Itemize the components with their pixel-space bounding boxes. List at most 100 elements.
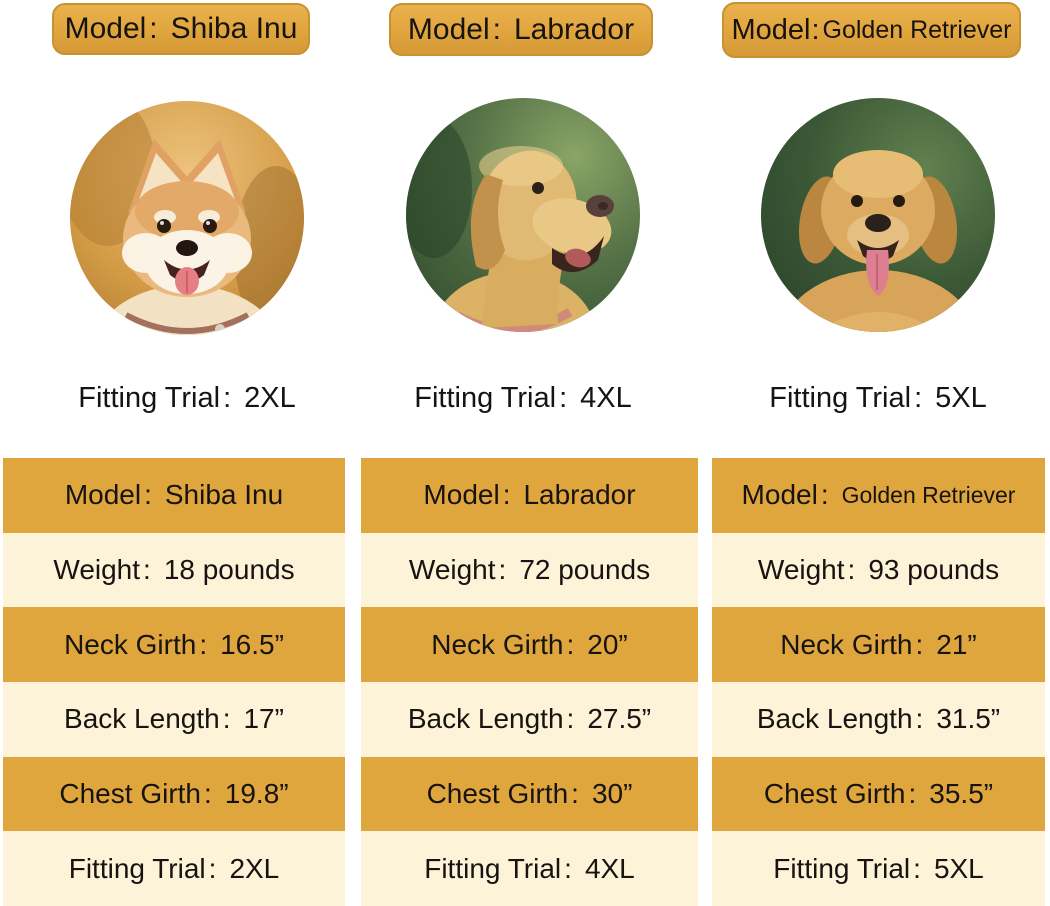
caption-colon: : (914, 381, 923, 414)
size-table-shiba-inu: Model: Shiba Inu Weight:18 pounds Neck Gi… (3, 458, 345, 906)
row-value: 18 pounds (163, 554, 295, 585)
table-row-back-length: Back Length:27.5” (361, 682, 698, 757)
row-value: 31.5” (936, 703, 1001, 735)
row-colon: : (199, 628, 208, 660)
table-row-model: Model: Shiba Inu (3, 458, 345, 533)
table-row-neck-girth: Neck Girth:20” (361, 607, 698, 683)
caption-label: Fitting Trial (78, 381, 221, 414)
caption-label: Fitting Trial (769, 381, 912, 414)
row-label: Fitting Trial (424, 852, 562, 884)
row-label: Back Length (756, 703, 913, 735)
row-colon: : (498, 554, 507, 585)
badge-colon: : (811, 13, 820, 46)
table-row-chest-girth: Chest Girth:19.8” (3, 756, 345, 832)
row-colon: : (571, 778, 579, 810)
table-row-back-length: Back Length:17” (3, 682, 345, 757)
labrador-illustration (406, 98, 640, 332)
model-badge-golden-retriever: Model: Golden Retriever (722, 2, 1021, 58)
size-table-labrador: Model: Labrador Weight:72 pounds Neck Gir… (361, 458, 698, 906)
fitting-trial-caption-shiba-inu: Fitting Trial:2XL (17, 377, 357, 419)
table-row-model: Model: Labrador (361, 458, 698, 533)
row-label: Model (741, 479, 818, 511)
row-label: Fitting Trial (68, 852, 206, 884)
table-row-fitting-trial: Fitting Trial:2XL (3, 831, 345, 906)
row-label: Model (423, 479, 500, 511)
row-label: Fitting Trial (773, 852, 911, 884)
row-colon: : (208, 852, 217, 884)
row-value: 93 pounds (868, 554, 1000, 585)
fitting-trial-caption-golden-retriever: Fitting Trial:5XL (708, 377, 1048, 419)
row-colon: : (847, 554, 856, 585)
row-label: Back Length (64, 703, 220, 735)
caption-value: 5XL (935, 381, 987, 414)
row-label: Back Length (407, 703, 564, 735)
row-label: Model (64, 479, 142, 511)
caption-colon: : (223, 381, 232, 414)
table-row-weight: Weight:18 pounds (3, 532, 345, 608)
row-colon: : (566, 628, 575, 660)
row-value: 17” (243, 703, 284, 735)
shiba-inu-photo (70, 101, 304, 335)
badge-value: Labrador (513, 12, 635, 46)
row-label: Neck Girth (431, 628, 564, 660)
model-badge-labrador: Model: Labrador (389, 3, 653, 56)
model-badge-shiba-inu: Model: Shiba Inu (52, 3, 310, 55)
row-value: 27.5” (587, 703, 652, 735)
labrador-photo (406, 98, 640, 332)
fitting-trial-caption-labrador: Fitting Trial:4XL (353, 377, 693, 419)
row-value: Golden Retriever (841, 481, 1016, 508)
badge-colon: : (492, 12, 501, 46)
row-value: 19.8” (224, 778, 289, 810)
row-value: 35.5” (929, 778, 994, 810)
row-value: 21” (936, 628, 977, 660)
row-colon: : (913, 852, 921, 884)
row-label: Chest Girth (426, 778, 569, 810)
row-colon: : (564, 852, 572, 884)
row-colon: : (915, 703, 924, 735)
row-value: 16.5” (220, 628, 284, 660)
golden-retriever-illustration (761, 98, 995, 332)
row-colon: : (915, 628, 924, 660)
badge-value: Shiba Inu (170, 12, 298, 45)
row-value: 30” (591, 778, 633, 810)
row-label: Weight (408, 554, 496, 585)
table-row-weight: Weight:93 pounds (712, 532, 1045, 608)
caption-value: 4XL (580, 381, 632, 414)
caption-label: Fitting Trial (414, 381, 557, 414)
row-colon: : (502, 479, 511, 511)
caption-colon: : (559, 381, 568, 414)
shiba-inu-illustration (70, 101, 304, 335)
row-value: 2XL (229, 852, 280, 884)
row-label: Weight (53, 554, 141, 585)
row-colon: : (908, 778, 917, 810)
row-value: 20” (587, 628, 628, 660)
row-colon: : (143, 554, 151, 585)
table-row-fitting-trial: Fitting Trial:4XL (361, 831, 698, 906)
badge-colon: : (149, 12, 158, 45)
row-value: 5XL (933, 852, 984, 884)
table-row-back-length: Back Length:31.5” (712, 682, 1045, 757)
row-value: Labrador (523, 479, 636, 511)
row-colon: : (222, 703, 231, 735)
row-label: Chest Girth (59, 778, 201, 810)
badge-label: Model (64, 12, 147, 45)
row-label: Neck Girth (780, 628, 913, 660)
golden-retriever-photo (761, 98, 995, 332)
table-row-fitting-trial: Fitting Trial:5XL (712, 831, 1045, 906)
row-label: Chest Girth (763, 778, 906, 810)
caption-value: 2XL (244, 381, 296, 414)
row-colon: : (566, 703, 575, 735)
badge-label: Model (407, 12, 490, 46)
row-value: 72 pounds (519, 554, 651, 585)
row-value: Shiba Inu (164, 479, 284, 511)
row-value: 4XL (584, 852, 635, 884)
table-row-chest-girth: Chest Girth:35.5” (712, 756, 1045, 832)
row-colon: : (144, 479, 152, 511)
row-label: Weight (757, 554, 845, 585)
badge-label: Model (731, 13, 811, 46)
size-table-golden-retriever: Model: Golden Retriever Weight:93 pounds … (712, 458, 1045, 906)
table-row-chest-girth: Chest Girth:30” (361, 756, 698, 832)
row-colon: : (820, 479, 829, 511)
row-label: Neck Girth (64, 628, 197, 660)
